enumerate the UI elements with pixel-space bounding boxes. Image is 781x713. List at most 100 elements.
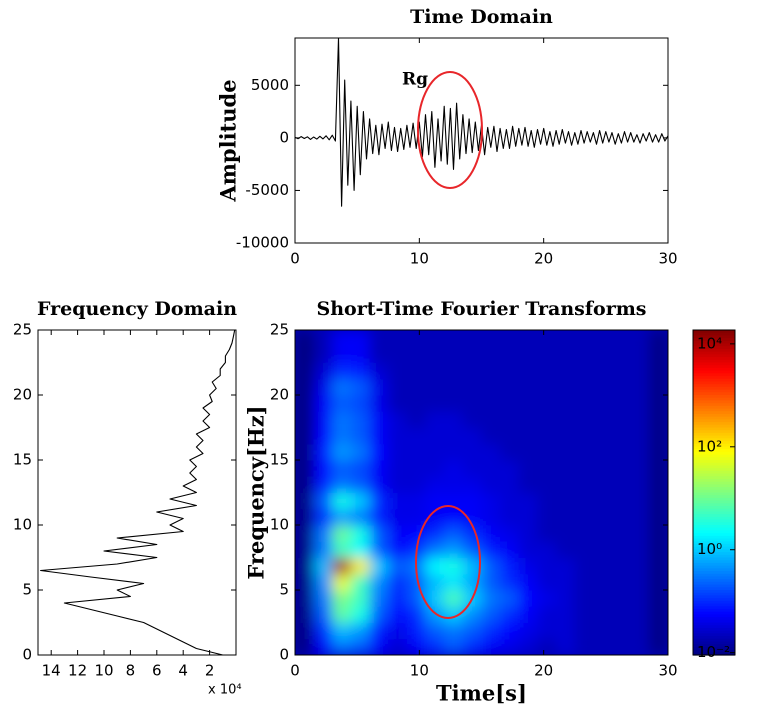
heatmap-cell (537, 362, 557, 380)
heatmap-cell (649, 460, 668, 477)
colorbar-segment (693, 538, 735, 542)
heatmap-cell (649, 557, 668, 575)
heatmap-cell (350, 427, 371, 445)
colorbar-segment (693, 465, 735, 469)
colorbar-segment (693, 367, 735, 372)
colorbar-segment (693, 359, 735, 364)
heatmap-cell (295, 362, 315, 380)
heatmap-cell (332, 395, 352, 412)
heatmap-cell (313, 460, 333, 477)
heatmap-cell (332, 362, 352, 380)
heatmap-cell (481, 638, 501, 655)
heatmap-cell (369, 460, 389, 477)
heatmap-cell (574, 525, 594, 542)
colorbar-segment (693, 432, 735, 437)
heatmap-cell (518, 606, 538, 623)
heatmap-cell (388, 638, 408, 655)
heatmap-cell (313, 622, 333, 640)
heatmap-cell (612, 557, 632, 575)
colorbar-segment (693, 552, 735, 556)
heatmap-cell (406, 378, 427, 396)
x-tick-label: 4 (178, 662, 188, 680)
heatmap-cell (350, 492, 371, 510)
heatmap-cell (500, 638, 520, 655)
heatmap-cell (462, 508, 482, 526)
colorbar-segment (693, 571, 735, 575)
x-tick-label: 8 (126, 662, 136, 680)
heatmap-cell (313, 606, 333, 623)
colorbar-segment (693, 416, 735, 420)
heatmap-cell (630, 638, 650, 655)
heatmap-cell (406, 460, 427, 477)
heatmap-cell (500, 411, 520, 428)
colorbar-segment (693, 492, 735, 496)
heatmap-cell (593, 330, 613, 347)
y-tick-label: 15 (270, 451, 289, 469)
heatmap-cell (444, 557, 464, 575)
heatmap-cell (537, 606, 557, 623)
colorbar-segment (693, 427, 735, 431)
colorbar-segment (693, 557, 735, 561)
heatmap-cell (295, 411, 315, 428)
heatmap-cell (295, 476, 315, 493)
heatmap-cell (481, 362, 501, 380)
heatmap-cell (425, 476, 445, 493)
x-tick-label: 0 (290, 662, 300, 680)
y-tick-label: 5000 (251, 76, 289, 94)
heatmap-cell (462, 395, 482, 412)
heatmap-cell (612, 541, 632, 558)
x-tick-label: 10 (410, 662, 429, 680)
heatmap-cell (612, 590, 632, 607)
heatmap-cell (593, 427, 613, 445)
heatmap-cell (518, 590, 538, 607)
heatmap-cell (295, 508, 315, 526)
y-tick-label: 20 (13, 386, 32, 404)
heatmap-cell (313, 362, 333, 380)
y-axis-label: Frequency[Hz] (244, 405, 269, 579)
heatmap-cell (444, 330, 464, 347)
heatmap-cell (500, 622, 520, 640)
heatmap-cell (332, 411, 352, 428)
heatmap-cell (350, 590, 371, 607)
heatmap-cell (518, 622, 538, 640)
colorbar-segment (693, 617, 735, 621)
colorbar-tick-label: 10² (697, 437, 722, 455)
heatmap-cell (425, 362, 445, 380)
heatmap-cell (630, 573, 650, 591)
colorbar-segment (693, 514, 735, 518)
heatmap-cell (612, 427, 632, 445)
heatmap-cell (388, 573, 408, 591)
heatmap-cell (462, 622, 482, 640)
annotation: Rg (402, 70, 428, 90)
heatmap-cell (444, 411, 464, 428)
heatmap-cell (350, 460, 371, 477)
heatmap-cell (556, 573, 576, 591)
colorbar-segment (693, 400, 735, 404)
colorbar-segment (693, 533, 735, 537)
heatmap-cell (369, 573, 389, 591)
colorbar-segment (693, 590, 735, 594)
heatmap-cell (369, 427, 389, 445)
y-tick-label: 0 (22, 646, 32, 664)
colorbar-segment (693, 581, 735, 586)
colorbar-segment (693, 430, 735, 434)
heatmap-cell (462, 378, 482, 396)
colorbar-segment (693, 506, 735, 510)
heatmap-cell (425, 460, 445, 477)
heatmap-cell (295, 606, 315, 623)
heatmap-cell (350, 638, 371, 655)
heatmap-cell (369, 606, 389, 623)
heatmap-cell (462, 492, 482, 510)
colorbar-segment (693, 449, 735, 453)
colorbar-segment (693, 543, 735, 548)
heatmap-cell (537, 557, 557, 575)
y-tick-label: 0 (279, 128, 289, 146)
heatmap-cell (295, 443, 315, 461)
heatmap-cell (350, 622, 371, 640)
colorbar-segment (693, 403, 735, 407)
heatmap-cell (537, 378, 557, 396)
heatmap-cell (425, 508, 445, 526)
heatmap-cell (388, 590, 408, 607)
heatmap-cell (537, 476, 557, 493)
